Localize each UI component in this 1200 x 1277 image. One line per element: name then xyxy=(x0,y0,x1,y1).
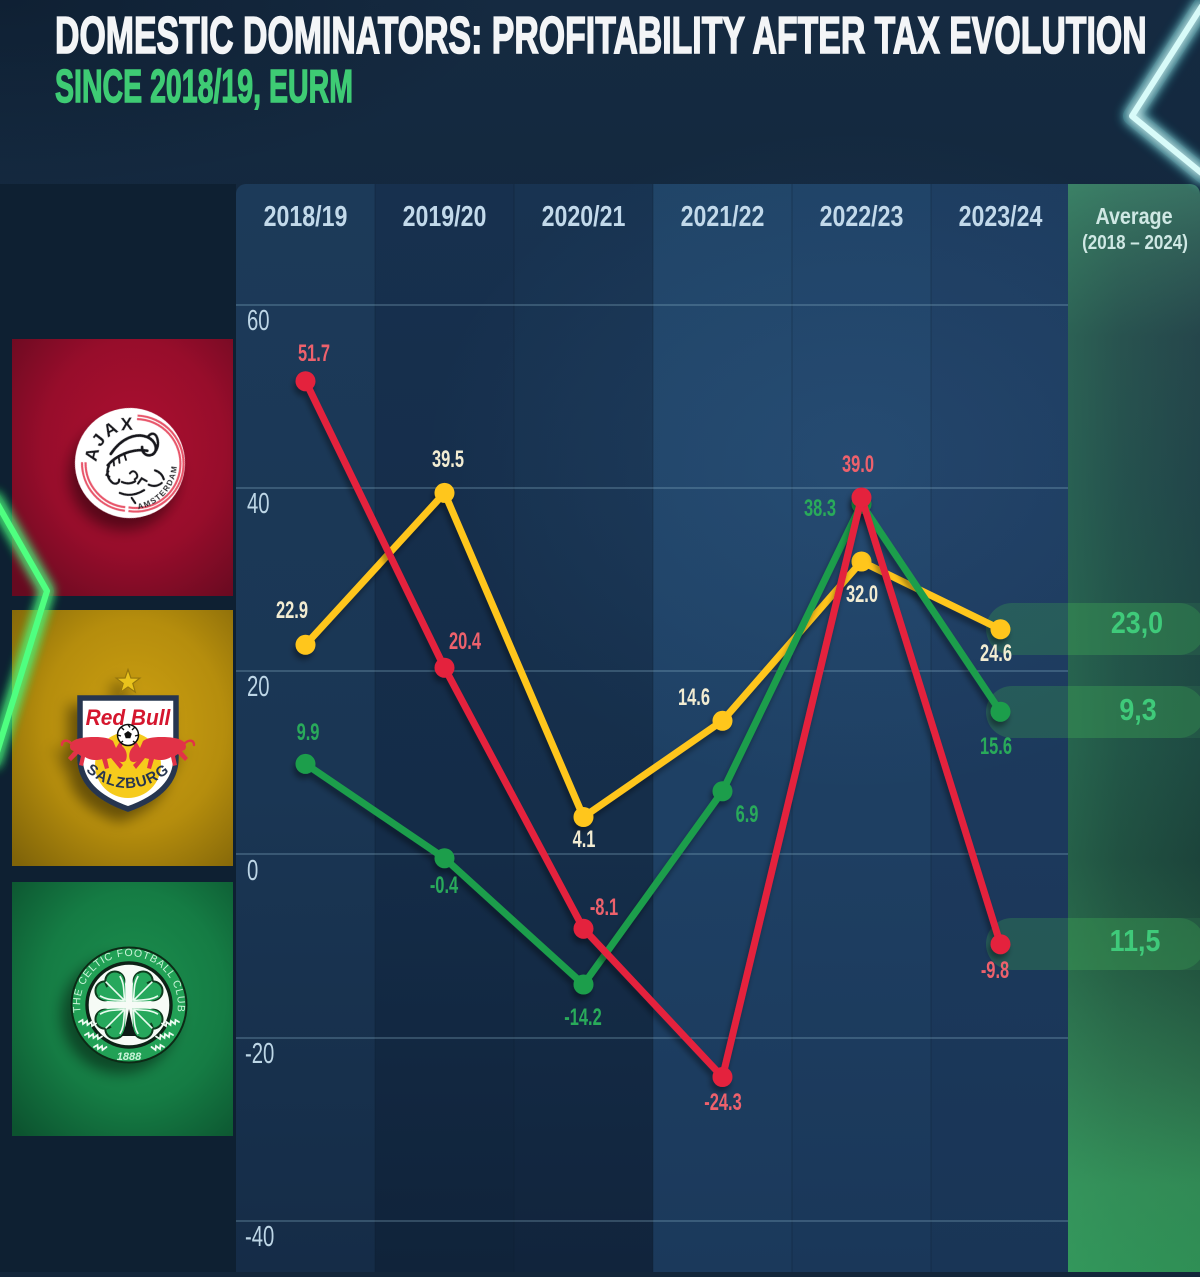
svg-text:23,0: 23,0 xyxy=(1111,606,1163,640)
svg-text:2022/23: 2022/23 xyxy=(820,199,904,232)
svg-text:11,5: 11,5 xyxy=(1110,924,1161,958)
svg-text:20.4: 20.4 xyxy=(449,628,481,655)
svg-text:(2018 – 2024): (2018 – 2024) xyxy=(1082,231,1188,254)
svg-text:51.7: 51.7 xyxy=(298,340,330,367)
svg-text:9.9: 9.9 xyxy=(297,719,320,746)
svg-text:39.0: 39.0 xyxy=(842,451,874,478)
svg-text:40: 40 xyxy=(247,488,270,520)
svg-text:15.6: 15.6 xyxy=(980,733,1012,760)
svg-text:Average: Average xyxy=(1095,202,1172,229)
svg-text:1888: 1888 xyxy=(117,1051,142,1063)
svg-text:4.1: 4.1 xyxy=(573,826,596,853)
svg-text:-24.3: -24.3 xyxy=(704,1089,741,1116)
svg-text:20: 20 xyxy=(247,671,270,703)
svg-text:-14.2: -14.2 xyxy=(564,1004,601,1031)
svg-text:-20: -20 xyxy=(245,1038,274,1070)
svg-text:2023/24: 2023/24 xyxy=(959,199,1043,232)
svg-text:SINCE 2018/19, EURM: SINCE 2018/19, EURM xyxy=(55,61,353,113)
svg-text:24.6: 24.6 xyxy=(980,640,1012,667)
svg-text:6.9: 6.9 xyxy=(736,801,759,828)
svg-text:DOMESTIC DOMINATORS: PROFITABI: DOMESTIC DOMINATORS: PROFITABILITY AFTER… xyxy=(55,7,1147,65)
svg-text:14.6: 14.6 xyxy=(678,684,710,711)
svg-text:32.0: 32.0 xyxy=(846,581,878,608)
svg-text:38.3: 38.3 xyxy=(804,495,836,522)
svg-text:9,3: 9,3 xyxy=(1119,693,1156,727)
svg-text:2020/21: 2020/21 xyxy=(542,199,626,232)
svg-text:-0.4: -0.4 xyxy=(430,872,459,899)
svg-text:-8.1: -8.1 xyxy=(590,894,618,921)
svg-text:2019/20: 2019/20 xyxy=(403,199,487,232)
svg-text:-40: -40 xyxy=(245,1221,274,1253)
svg-text:22.9: 22.9 xyxy=(276,597,308,624)
svg-text:-9.8: -9.8 xyxy=(981,957,1009,984)
svg-text:60: 60 xyxy=(247,305,270,337)
svg-text:39.5: 39.5 xyxy=(432,446,464,473)
svg-text:2021/22: 2021/22 xyxy=(681,199,765,232)
svg-text:0: 0 xyxy=(247,855,258,887)
svg-text:2018/19: 2018/19 xyxy=(264,199,348,232)
